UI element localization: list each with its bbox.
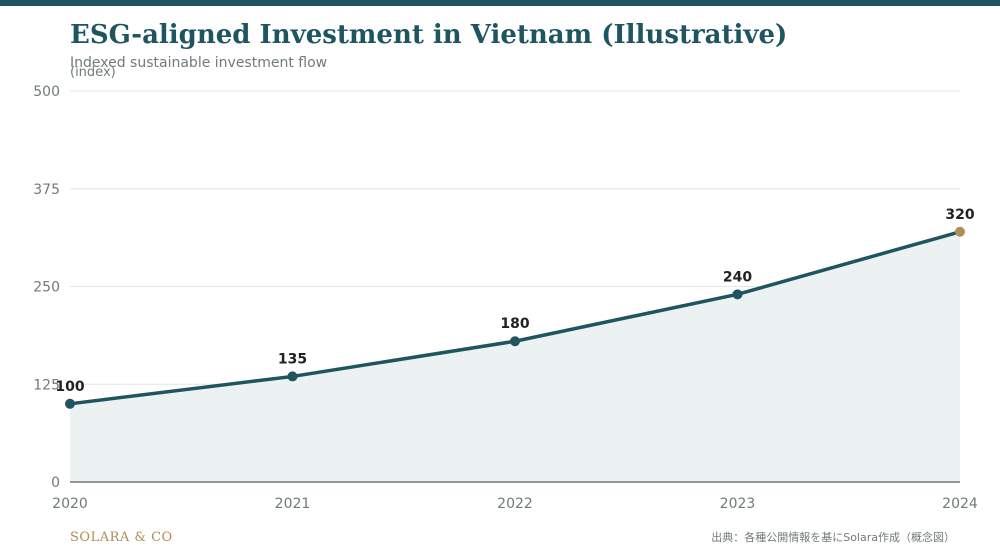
y-axis-label: (index): [70, 65, 116, 80]
x-tick-label: 2021: [275, 496, 311, 512]
data-point: [510, 336, 520, 347]
y-tick-label: 0: [51, 475, 60, 491]
x-tick-label: 2022: [497, 496, 533, 512]
chart-title: ESG-aligned Investment in Vietnam (Illus…: [70, 20, 788, 50]
y-tick-label: 125: [33, 377, 60, 393]
x-tick-label: 2020: [52, 496, 88, 512]
y-tick-label: 375: [33, 182, 60, 198]
brand-name: SOLARA & CO: [70, 530, 173, 545]
chart-subtitle: Indexed sustainable investment flow: [70, 55, 328, 71]
data-label: 240: [723, 269, 752, 285]
data-point: [65, 398, 75, 409]
source-note: 出典：各種公開情報を基にSolara作成（概念図）: [711, 531, 955, 544]
data-label: 180: [500, 316, 529, 332]
data-labels: 100 135 180 240 320: [55, 207, 974, 395]
data-point: [732, 289, 743, 300]
data-point: [287, 371, 298, 382]
data-label: 135: [278, 351, 307, 367]
data-point: [955, 226, 965, 237]
y-tick-labels: 0 125 250 375 500: [33, 84, 60, 491]
x-tick-labels: 2020 2021 2022 2023 2024: [52, 496, 978, 512]
top-accent-bar: [0, 0, 1000, 6]
y-tick-label: 500: [33, 84, 60, 100]
data-label: 320: [945, 207, 974, 223]
x-tick-label: 2023: [720, 496, 756, 512]
data-points: [65, 226, 965, 409]
x-tick-label: 2024: [942, 496, 978, 512]
y-tick-label: 250: [33, 280, 60, 296]
data-label: 100: [55, 379, 84, 395]
